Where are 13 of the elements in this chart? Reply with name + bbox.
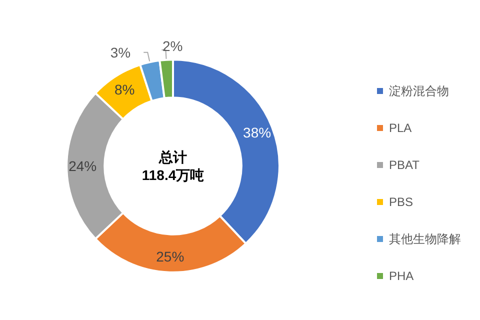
data-label: 24% [68,158,97,174]
legend-label: PLA [389,121,412,135]
legend-label: PBS [389,195,414,209]
data-label: 3% [110,44,131,60]
text: 总计 118.4万吨 [142,149,204,183]
legend-label: PBAT [389,158,420,172]
legend-label: 淀粉混合物 [389,84,449,98]
data-label: 38% [243,124,272,141]
data-label: 2% [162,38,183,54]
legend-label: PHA [389,269,414,283]
legend-label: 其他生物降解 [389,232,461,246]
data-label: 8% [114,82,135,98]
data-label: 25% [156,248,184,264]
